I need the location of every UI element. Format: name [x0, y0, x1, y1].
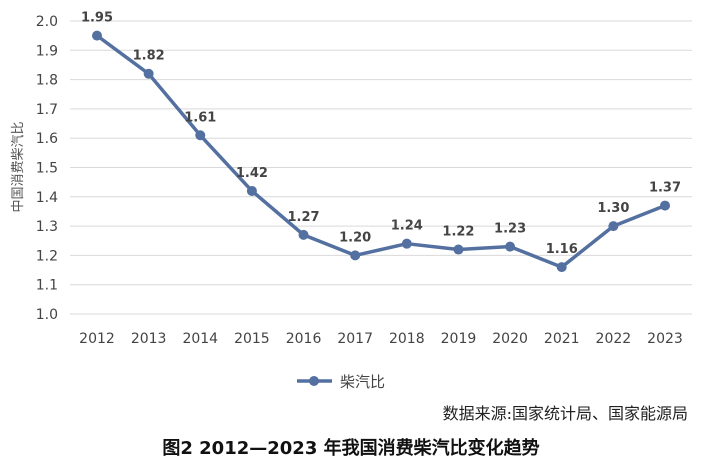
x-tick-label: 2022	[596, 331, 632, 347]
series-diesel-gasoline-ratio: 1.95 1.82 1.61 1.42 1.27 1.20 1.24 1.22 1.23 1.16…	[81, 11, 681, 273]
data-label: 1.23	[494, 222, 526, 237]
data-point	[401, 238, 412, 249]
data-label: 1.16	[546, 242, 578, 257]
data-point	[143, 68, 154, 79]
x-tick-label: 2015	[234, 331, 270, 347]
y-tick-label: 1.6	[36, 131, 58, 147]
data-point	[92, 30, 102, 41]
y-tick-label: 1.1	[36, 278, 58, 294]
y-tick-label: 1.4	[36, 190, 58, 206]
legend-point-marker	[309, 376, 319, 386]
x-tick-label: 2014	[182, 331, 218, 347]
series-line	[95, 34, 666, 269]
data-label: 1.22	[442, 225, 474, 240]
data-label: 1.82	[133, 49, 165, 64]
y-tick-label: 1.5	[36, 161, 58, 177]
data-point	[350, 250, 361, 261]
y-tick-label: 1.8	[36, 73, 58, 89]
y-tick-label: 1.7	[36, 102, 58, 118]
x-tick-label: 2021	[544, 331, 580, 347]
data-label: 1.95	[81, 11, 113, 26]
gridlines	[70, 20, 692, 315]
data-label: 1.61	[184, 110, 216, 125]
x-tick-label: 2020	[492, 331, 528, 347]
y-tick-label: 1.2	[36, 248, 58, 264]
data-label: 1.20	[339, 230, 371, 245]
x-tick-label: 2013	[131, 331, 167, 347]
y-tick-label: 2.0	[36, 14, 58, 30]
x-tick-label: 2012	[79, 331, 115, 347]
x-tick-label: 2016	[286, 331, 322, 347]
data-point	[660, 200, 670, 211]
y-tick-label: 1.3	[36, 219, 58, 235]
data-label: 1.42	[236, 166, 268, 181]
y-tick-label: 1.0	[36, 307, 58, 323]
data-point	[556, 262, 567, 273]
x-tick-label: 2019	[441, 331, 477, 347]
line-chart: 1.01.11.21.31.41.51.61.71.81.92.0 2012 20…	[11, 11, 692, 391]
data-source-note: 数据来源:国家统计局、国家能源局	[442, 404, 688, 423]
x-axis-ticks: 2012 2013 2014 2015 2016 2017 2018 2019 2020 2021…	[79, 331, 683, 347]
data-point	[608, 221, 619, 232]
data-label: 1.37	[649, 181, 681, 196]
data-point	[246, 185, 257, 196]
data-label: 1.30	[597, 201, 629, 216]
y-tick-label: 1.9	[36, 43, 58, 59]
y-axis-ticks: 1.0 1.1 1.2 1.3 1.4 1.5 1.6 1.7 1.8 1.9 2.0	[36, 14, 58, 323]
data-point	[195, 130, 206, 141]
data-label: 1.27	[288, 210, 320, 225]
data-point	[298, 229, 309, 240]
data-label: 1.24	[391, 219, 423, 234]
figure-caption: 图2 2012—2023 年我国消费柴汽比变化趋势	[162, 438, 540, 459]
legend-entry: 柴汽比	[340, 373, 385, 391]
x-tick-label: 2017	[337, 331, 373, 347]
x-tick-label: 2023	[647, 331, 683, 347]
legend: 柴汽比	[297, 373, 385, 391]
data-point	[505, 241, 516, 252]
y-axis-label: 中国消费柴汽比	[11, 121, 26, 212]
x-tick-label: 2018	[389, 331, 425, 347]
data-point	[453, 244, 464, 255]
